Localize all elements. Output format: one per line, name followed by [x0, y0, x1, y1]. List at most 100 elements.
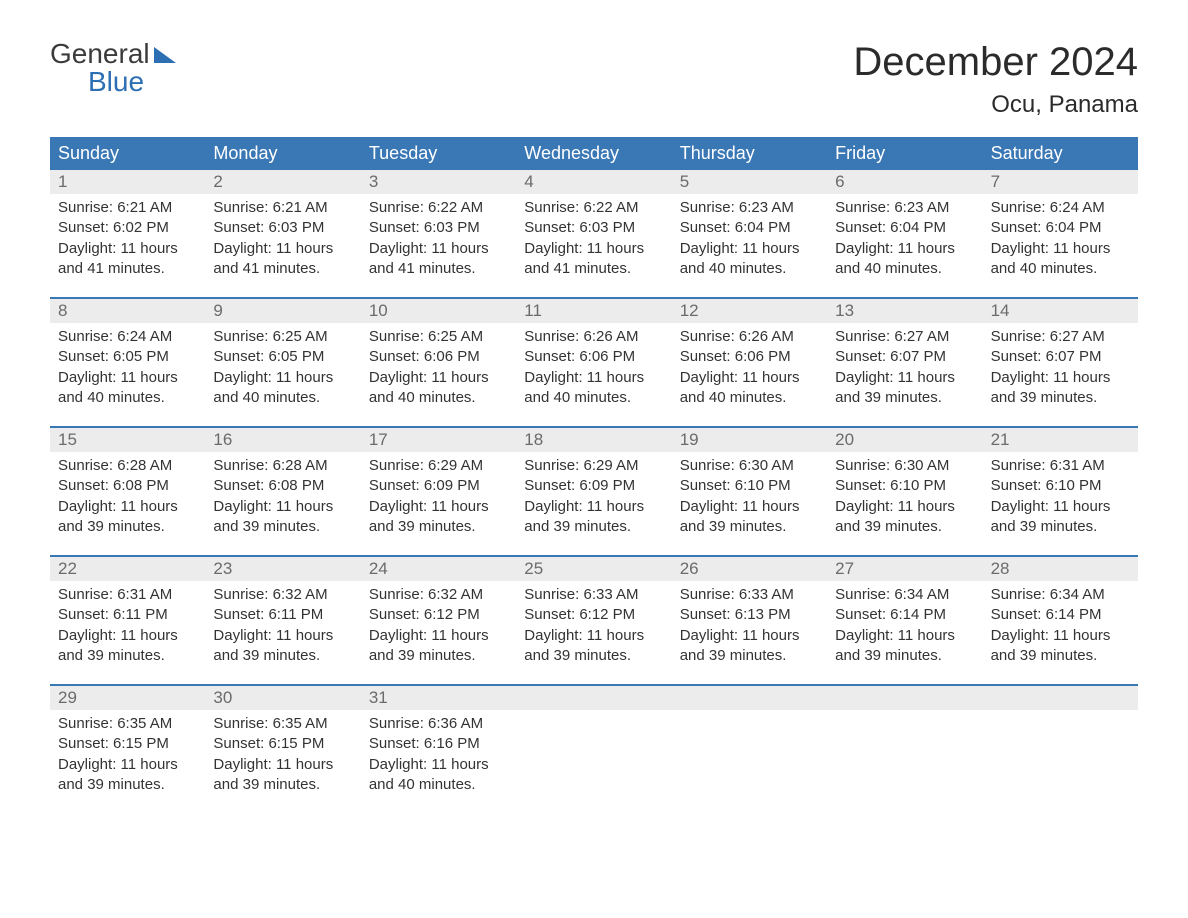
sunset-line: Sunset: 6:15 PM: [58, 734, 197, 754]
day-cell: 22Sunrise: 6:31 AMSunset: 6:11 PMDayligh…: [50, 557, 205, 684]
daylight-line: Daylight: 11 hours and 39 minutes.: [835, 497, 974, 538]
sunset-line: Sunset: 6:13 PM: [680, 605, 819, 625]
daylight-line: Daylight: 11 hours and 39 minutes.: [58, 755, 197, 796]
day-number: 10: [361, 299, 516, 323]
daylight-line: Daylight: 11 hours and 39 minutes.: [991, 368, 1130, 409]
daylight-line: Daylight: 11 hours and 39 minutes.: [369, 626, 508, 667]
sunset-line: Sunset: 6:12 PM: [369, 605, 508, 625]
brand-triangle-icon: [154, 47, 176, 63]
day-number: 11: [516, 299, 671, 323]
day-cell: 20Sunrise: 6:30 AMSunset: 6:10 PMDayligh…: [827, 428, 982, 555]
sunrise-line: Sunrise: 6:33 AM: [680, 585, 819, 605]
daylight-line: Daylight: 11 hours and 39 minutes.: [213, 755, 352, 796]
weekday-header-cell: Saturday: [983, 137, 1138, 170]
day-body: Sunrise: 6:28 AMSunset: 6:08 PMDaylight:…: [50, 452, 205, 537]
day-body: Sunrise: 6:26 AMSunset: 6:06 PMDaylight:…: [516, 323, 671, 408]
sunrise-line: Sunrise: 6:23 AM: [835, 198, 974, 218]
calendar: SundayMondayTuesdayWednesdayThursdayFrid…: [50, 137, 1138, 813]
day-cell: 25Sunrise: 6:33 AMSunset: 6:12 PMDayligh…: [516, 557, 671, 684]
day-cell: 6Sunrise: 6:23 AMSunset: 6:04 PMDaylight…: [827, 170, 982, 297]
day-number: 13: [827, 299, 982, 323]
weekday-header-cell: Sunday: [50, 137, 205, 170]
day-number: 27: [827, 557, 982, 581]
sunrise-line: Sunrise: 6:28 AM: [213, 456, 352, 476]
day-body: Sunrise: 6:22 AMSunset: 6:03 PMDaylight:…: [361, 194, 516, 279]
sunrise-line: Sunrise: 6:34 AM: [991, 585, 1130, 605]
sunrise-line: Sunrise: 6:32 AM: [213, 585, 352, 605]
daylight-line: Daylight: 11 hours and 39 minutes.: [213, 497, 352, 538]
day-number: 21: [983, 428, 1138, 452]
day-body: Sunrise: 6:33 AMSunset: 6:13 PMDaylight:…: [672, 581, 827, 666]
sunrise-line: Sunrise: 6:25 AM: [369, 327, 508, 347]
daylight-line: Daylight: 11 hours and 40 minutes.: [369, 368, 508, 409]
sunrise-line: Sunrise: 6:35 AM: [58, 714, 197, 734]
sunrise-line: Sunrise: 6:27 AM: [991, 327, 1130, 347]
day-number: 20: [827, 428, 982, 452]
header: General Blue December 2024 Ocu, Panama: [50, 40, 1138, 119]
sunrise-line: Sunrise: 6:21 AM: [213, 198, 352, 218]
day-number: 25: [516, 557, 671, 581]
day-body: Sunrise: 6:22 AMSunset: 6:03 PMDaylight:…: [516, 194, 671, 279]
daylight-line: Daylight: 11 hours and 40 minutes.: [680, 239, 819, 280]
daylight-line: Daylight: 11 hours and 40 minutes.: [991, 239, 1130, 280]
day-body: Sunrise: 6:31 AMSunset: 6:11 PMDaylight:…: [50, 581, 205, 666]
day-cell: [983, 686, 1138, 813]
sunrise-line: Sunrise: 6:33 AM: [524, 585, 663, 605]
day-body: Sunrise: 6:35 AMSunset: 6:15 PMDaylight:…: [205, 710, 360, 795]
weekday-header-cell: Friday: [827, 137, 982, 170]
sunrise-line: Sunrise: 6:29 AM: [524, 456, 663, 476]
day-cell: 8Sunrise: 6:24 AMSunset: 6:05 PMDaylight…: [50, 299, 205, 426]
sunset-line: Sunset: 6:14 PM: [991, 605, 1130, 625]
day-number: 14: [983, 299, 1138, 323]
day-cell: 9Sunrise: 6:25 AMSunset: 6:05 PMDaylight…: [205, 299, 360, 426]
sunset-line: Sunset: 6:04 PM: [991, 218, 1130, 238]
sunset-line: Sunset: 6:08 PM: [213, 476, 352, 496]
sunset-line: Sunset: 6:03 PM: [369, 218, 508, 238]
day-body: Sunrise: 6:28 AMSunset: 6:08 PMDaylight:…: [205, 452, 360, 537]
weekday-header-row: SundayMondayTuesdayWednesdayThursdayFrid…: [50, 137, 1138, 170]
sunset-line: Sunset: 6:04 PM: [835, 218, 974, 238]
sunrise-line: Sunrise: 6:25 AM: [213, 327, 352, 347]
sunrise-line: Sunrise: 6:31 AM: [991, 456, 1130, 476]
day-body: Sunrise: 6:24 AMSunset: 6:05 PMDaylight:…: [50, 323, 205, 408]
day-body: Sunrise: 6:30 AMSunset: 6:10 PMDaylight:…: [672, 452, 827, 537]
sunset-line: Sunset: 6:11 PM: [58, 605, 197, 625]
day-cell: 28Sunrise: 6:34 AMSunset: 6:14 PMDayligh…: [983, 557, 1138, 684]
day-cell: 13Sunrise: 6:27 AMSunset: 6:07 PMDayligh…: [827, 299, 982, 426]
day-cell: [827, 686, 982, 813]
day-number: 1: [50, 170, 205, 194]
day-body: Sunrise: 6:30 AMSunset: 6:10 PMDaylight:…: [827, 452, 982, 537]
sunrise-line: Sunrise: 6:24 AM: [58, 327, 197, 347]
sunset-line: Sunset: 6:05 PM: [213, 347, 352, 367]
day-number: 22: [50, 557, 205, 581]
sunrise-line: Sunrise: 6:21 AM: [58, 198, 197, 218]
day-cell: 12Sunrise: 6:26 AMSunset: 6:06 PMDayligh…: [672, 299, 827, 426]
day-number: 2: [205, 170, 360, 194]
sunset-line: Sunset: 6:04 PM: [680, 218, 819, 238]
day-body: Sunrise: 6:32 AMSunset: 6:11 PMDaylight:…: [205, 581, 360, 666]
day-cell: 7 Sunrise: 6:24 AMSunset: 6:04 PMDaylight…: [983, 170, 1138, 297]
week-row: 8Sunrise: 6:24 AMSunset: 6:05 PMDaylight…: [50, 297, 1138, 426]
sunset-line: Sunset: 6:12 PM: [524, 605, 663, 625]
daylight-line: Daylight: 11 hours and 41 minutes.: [58, 239, 197, 280]
sunset-line: Sunset: 6:06 PM: [680, 347, 819, 367]
day-cell: [516, 686, 671, 813]
day-cell: 26Sunrise: 6:33 AMSunset: 6:13 PMDayligh…: [672, 557, 827, 684]
day-number: 7: [983, 170, 1138, 194]
day-cell: 31Sunrise: 6:36 AMSunset: 6:16 PMDayligh…: [361, 686, 516, 813]
day-cell: 19Sunrise: 6:30 AMSunset: 6:10 PMDayligh…: [672, 428, 827, 555]
day-body: Sunrise: 6:31 AMSunset: 6:10 PMDaylight:…: [983, 452, 1138, 537]
day-number: 26: [672, 557, 827, 581]
day-body: Sunrise: 6:34 AMSunset: 6:14 PMDaylight:…: [983, 581, 1138, 666]
sunrise-line: Sunrise: 6:24 AM: [991, 198, 1130, 218]
daylight-line: Daylight: 11 hours and 39 minutes.: [58, 626, 197, 667]
week-row: 15Sunrise: 6:28 AMSunset: 6:08 PMDayligh…: [50, 426, 1138, 555]
day-number: 5: [672, 170, 827, 194]
sunset-line: Sunset: 6:03 PM: [213, 218, 352, 238]
sunrise-line: Sunrise: 6:36 AM: [369, 714, 508, 734]
day-number: 16: [205, 428, 360, 452]
daylight-line: Daylight: 11 hours and 39 minutes.: [680, 626, 819, 667]
day-body: Sunrise: 6:25 AMSunset: 6:06 PMDaylight:…: [361, 323, 516, 408]
sunrise-line: Sunrise: 6:26 AM: [524, 327, 663, 347]
sunrise-line: Sunrise: 6:30 AM: [680, 456, 819, 476]
